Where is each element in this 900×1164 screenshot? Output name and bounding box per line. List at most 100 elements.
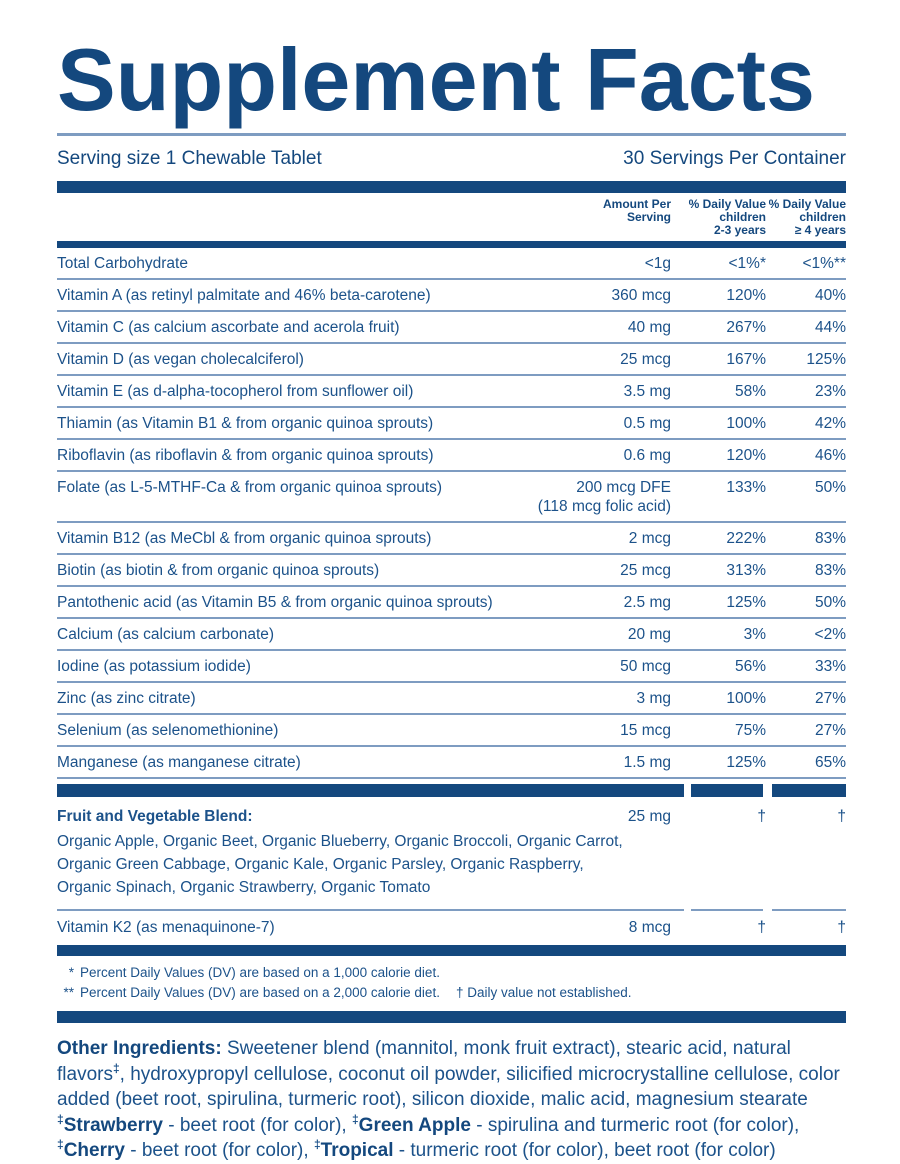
dv-2-3-value: 125% bbox=[726, 754, 766, 771]
nutrient-name: Vitamin C (as calcium ascorbate and acer… bbox=[57, 319, 400, 336]
footnote-marker: * bbox=[68, 965, 74, 980]
dv-2-3-value: 75% bbox=[734, 722, 766, 739]
nutrient-row-vitamin-b12: Vitamin B12 (as MeCbl & from organic qui… bbox=[57, 523, 846, 555]
footnote-text: Percent Daily Values (DV) are based on a… bbox=[80, 985, 440, 1000]
nutrient-name: Vitamin D (as vegan cholecalciferol) bbox=[57, 351, 304, 368]
flavor-name: Tropical bbox=[320, 1140, 394, 1161]
blend-row: Fruit and Vegetable Blend: 25 mg † † bbox=[57, 797, 846, 828]
column-header-amount-per-serving: Amount Per Serving bbox=[602, 197, 671, 224]
dv-2-3-value: 167% bbox=[726, 351, 766, 368]
other-ingredients-section: Other Ingredients: Sweetener blend (mann… bbox=[57, 1036, 846, 1164]
amount-value: 1.5 mg bbox=[623, 754, 671, 771]
amount-value: 50 mcg bbox=[620, 658, 671, 675]
nutrient-row-iodine: Iodine (as potassium iodide) 50 mcg 56% … bbox=[57, 651, 846, 683]
flavor-source-text: - beet root (for color), bbox=[124, 1140, 314, 1161]
other-ingredients-label: Other Ingredients: bbox=[57, 1038, 222, 1059]
double-dagger-mark: ‡ bbox=[112, 1061, 120, 1076]
servings-per-container-text: 30 Servings Per Container bbox=[623, 148, 846, 169]
dv-4plus-value: 27% bbox=[814, 722, 846, 739]
nutrient-row-selenium: Selenium (as selenomethionine) 15 mcg 75… bbox=[57, 715, 846, 747]
nutrient-row-total-carbohydrate: Total Carbohydrate <1g <1%* <1%** bbox=[57, 248, 846, 280]
footnote-1000-calorie: * Percent Daily Values (DV) are based on … bbox=[57, 963, 846, 983]
serving-size-text: Serving size 1 Chewable Tablet bbox=[57, 148, 322, 169]
nutrient-name: Vitamin K2 (as menaquinone-7) bbox=[57, 919, 275, 936]
dv-4plus-value: 50% bbox=[814, 594, 846, 611]
vitamin-k2-top-rule bbox=[57, 909, 846, 911]
dv-2-3-value: 3% bbox=[743, 626, 766, 643]
amount-value: 2 mcg bbox=[628, 530, 671, 547]
nutrient-row-pantothenic-acid: Pantothenic acid (as Vitamin B5 & from o… bbox=[57, 587, 846, 619]
dv-4plus-value: 23% bbox=[814, 383, 846, 400]
dv-4plus-value: † bbox=[837, 808, 846, 825]
nutrient-name: Selenium (as selenomethionine) bbox=[57, 722, 279, 739]
footnote-text: Percent Daily Values (DV) are based on a… bbox=[80, 965, 440, 980]
nutrient-name: Calcium (as calcium carbonate) bbox=[57, 626, 275, 643]
dv-2-3-value: <1%* bbox=[728, 255, 767, 272]
footnote-marker: ** bbox=[63, 985, 74, 1000]
amount-value: 40 mg bbox=[627, 319, 671, 336]
amount-value: 3.5 mg bbox=[623, 383, 671, 400]
double-dagger-mark: ‡ bbox=[351, 1112, 359, 1127]
nutrient-row-riboflavin: Riboflavin (as riboflavin & from organic… bbox=[57, 440, 846, 472]
nutrient-row-calcium: Calcium (as calcium carbonate) 20 mg 3% … bbox=[57, 619, 846, 651]
dv-2-3-value: 313% bbox=[726, 562, 766, 579]
double-dagger-mark: ‡ bbox=[313, 1137, 321, 1152]
flavor-source-text: - beet root (for color), bbox=[162, 1114, 352, 1136]
nutrient-name: Riboflavin (as riboflavin & from organic… bbox=[57, 447, 434, 464]
dv-2-3-value: 222% bbox=[726, 530, 766, 547]
flavor-name: Strawberry bbox=[63, 1114, 163, 1136]
bar-segment bbox=[57, 784, 684, 797]
amount-value: 0.6 mg bbox=[623, 447, 671, 464]
dv-4plus-value: 46% bbox=[814, 447, 846, 464]
nutrient-name: Folate (as L-5-MTHF-Ca & from organic qu… bbox=[57, 479, 443, 496]
nutrient-row-vitamin-k2: Vitamin K2 (as menaquinone-7) 8 mcg † † bbox=[57, 911, 846, 945]
amount-value: 25 mcg bbox=[620, 351, 671, 368]
dv-4plus-value: 83% bbox=[814, 562, 846, 579]
column-header-dv-children-2-3: % Daily Value children 2-3 years bbox=[688, 197, 766, 237]
nutrient-name: Vitamin E (as d-alpha-tocopherol from su… bbox=[57, 383, 414, 400]
rule-segment bbox=[691, 909, 763, 911]
dv-2-3-value: † bbox=[757, 919, 766, 936]
nutrient-name: Thiamin (as Vitamin B1 & from organic qu… bbox=[57, 415, 434, 432]
blend-ingredient-list: Organic Apple, Organic Beet, Organic Blu… bbox=[57, 833, 623, 896]
nutrient-name: Vitamin B12 (as MeCbl & from organic qui… bbox=[57, 530, 432, 547]
amount-value: <1g bbox=[644, 255, 671, 272]
amount-value: 8 mcg bbox=[628, 919, 671, 936]
nutrient-row-zinc: Zinc (as zinc citrate) 3 mg 100% 27% bbox=[57, 683, 846, 715]
header-top-bar bbox=[57, 181, 846, 193]
footnotes-top-bar bbox=[57, 945, 846, 956]
footnotes-section: * Percent Daily Values (DV) are based on … bbox=[57, 956, 846, 1011]
dv-2-3-value: 120% bbox=[726, 447, 766, 464]
amount-value: 15 mcg bbox=[620, 722, 671, 739]
nutrient-row-manganese: Manganese (as manganese citrate) 1.5 mg … bbox=[57, 747, 846, 779]
amount-value: 25 mcg bbox=[620, 562, 671, 579]
amount-value: 3 mg bbox=[636, 690, 671, 707]
flavor-name: Cherry bbox=[63, 1140, 125, 1161]
flavor-color-note-line-1: ‡Strawberry - beet root (for color), ‡Gr… bbox=[57, 1113, 846, 1139]
column-header-spacer bbox=[57, 198, 521, 237]
amount-value: 25 mg bbox=[627, 808, 671, 825]
amount-value: 0.5 mg bbox=[623, 415, 671, 432]
dv-4plus-value: 65% bbox=[814, 754, 846, 771]
nutrient-row-folate: Folate (as L-5-MTHF-Ca & from organic qu… bbox=[57, 472, 846, 523]
nutrient-name: Total Carbohydrate bbox=[57, 255, 188, 272]
page-title: Supplement Facts bbox=[57, 30, 815, 129]
column-header-row: Amount Per Serving % Daily Value childre… bbox=[57, 193, 846, 241]
dv-4plus-value: 27% bbox=[814, 690, 846, 707]
dv-4plus-value: 125% bbox=[806, 351, 846, 368]
footnote-2000-calorie: ** Percent Daily Values (DV) are based on… bbox=[57, 983, 846, 1003]
amount-value: 2.5 mg bbox=[623, 594, 671, 611]
double-dagger-mark: ‡ bbox=[57, 1137, 64, 1152]
bar-segment bbox=[772, 784, 846, 797]
dv-4plus-value: 50% bbox=[814, 479, 846, 496]
other-ingredients-top-bar bbox=[57, 1011, 846, 1023]
dv-2-3-value: 100% bbox=[726, 690, 766, 707]
title-divider bbox=[57, 133, 846, 136]
blend-name: Fruit and Vegetable Blend: bbox=[57, 808, 253, 825]
dv-2-3-value: † bbox=[757, 808, 766, 825]
amount-value: 200 mcg DFE (118 mcg folic acid) bbox=[537, 479, 671, 515]
dv-4plus-value: <2% bbox=[814, 626, 846, 643]
flavor-source-text: - spirulina and turmeric root (for color… bbox=[470, 1114, 800, 1136]
serving-info-row: Serving size 1 Chewable Tablet 30 Servin… bbox=[57, 136, 846, 181]
blend-section-top-bar bbox=[57, 779, 846, 797]
